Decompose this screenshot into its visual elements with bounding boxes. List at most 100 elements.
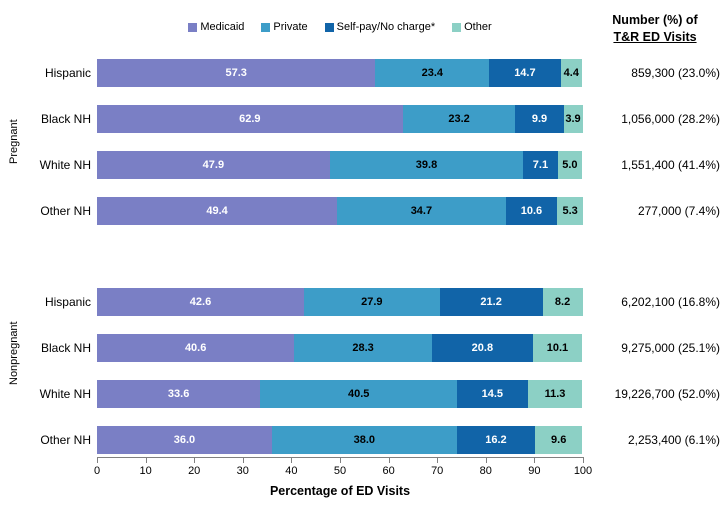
row-annotation: 6,202,100 (16.8%) bbox=[621, 295, 720, 309]
bar-segment: 9.6 bbox=[535, 426, 582, 454]
bar-segment: 47.9 bbox=[97, 151, 330, 179]
right-header: Number (%) of T&R ED Visits bbox=[588, 12, 722, 46]
bar-row: Black NH 40.6 28.3 20.8 10.1 9,275,000 (25.1%… bbox=[0, 334, 725, 362]
x-axis-tick bbox=[388, 458, 390, 463]
bar-segment: 39.8 bbox=[329, 151, 524, 179]
legend-label: Other bbox=[464, 21, 492, 33]
category-label: Black NH bbox=[40, 112, 91, 126]
bar-segment: 23.2 bbox=[402, 105, 516, 133]
x-axis-line bbox=[97, 457, 584, 458]
bar-segment: 5.0 bbox=[557, 151, 582, 179]
row-annotation: 9,275,000 (25.1%) bbox=[621, 341, 720, 355]
bar-segment: 11.3 bbox=[527, 380, 583, 408]
x-axis-tick-label: 20 bbox=[188, 465, 201, 477]
x-axis-tick bbox=[145, 458, 147, 463]
legend-swatch bbox=[188, 22, 198, 32]
bar-row: White NH 33.6 40.5 14.5 11.3 19,226,700 (52.0… bbox=[0, 380, 725, 408]
bar-segment: 3.9 bbox=[563, 105, 583, 133]
bar-segment: 8.2 bbox=[542, 288, 583, 316]
legend-item: Self-pay/No charge* bbox=[324, 21, 436, 33]
category-label: White NH bbox=[39, 158, 91, 172]
bar-segment: 36.0 bbox=[97, 426, 272, 454]
x-axis-tick bbox=[485, 458, 487, 463]
x-axis-tick bbox=[340, 458, 341, 463]
bar-segment: 28.3 bbox=[294, 334, 432, 362]
legend-item: Other bbox=[452, 21, 492, 33]
bar-segment: 5.3 bbox=[557, 197, 583, 225]
row-annotation: 277,000 (7.4%) bbox=[637, 204, 720, 218]
row-annotation: 2,253,400 (6.1%) bbox=[627, 433, 720, 447]
x-axis-tick-label: 50 bbox=[333, 465, 347, 477]
bar-segment: 7.1 bbox=[523, 151, 558, 179]
stacked-bar: 42.6 27.9 21.2 8.2 bbox=[97, 288, 583, 316]
x-axis-tick-label: 30 bbox=[236, 465, 249, 477]
stacked-bar: 47.9 39.8 7.1 5.0 bbox=[97, 151, 583, 179]
bar-segment: 34.7 bbox=[337, 197, 506, 225]
bar-segment: 20.8 bbox=[431, 334, 533, 362]
row-annotation: 1,056,000 (28.2%) bbox=[621, 112, 720, 126]
x-axis-tick-label: 0 bbox=[93, 465, 101, 477]
x-axis-tick-label: 60 bbox=[382, 465, 395, 477]
bar-segment: 21.2 bbox=[439, 288, 543, 316]
bar-segment: 42.6 bbox=[97, 288, 305, 316]
bar-segment: 16.2 bbox=[456, 426, 536, 454]
bar-row: White NH 47.9 39.8 7.1 5.0 1,551,400 (41.4%) bbox=[0, 151, 725, 179]
bar-segment: 14.5 bbox=[457, 380, 528, 408]
row-annotation: 19,226,700 (52.0%) bbox=[614, 387, 720, 401]
right-header-line2: T&R ED Visits bbox=[613, 29, 697, 44]
bar-segment: 14.7 bbox=[489, 59, 561, 87]
x-axis-tick bbox=[97, 458, 98, 463]
x-axis-tick bbox=[534, 458, 536, 463]
legend: Medicaid Private Self-pay/No charge* Other bbox=[97, 20, 583, 34]
x-axis-tick bbox=[583, 458, 584, 463]
bar-segment: 27.9 bbox=[304, 288, 440, 316]
bar-row: Hispanic 42.6 27.9 21.2 8.2 6,202,100 (16.8%) bbox=[0, 288, 725, 316]
row-annotation: 1,551,400 (41.4%) bbox=[621, 158, 720, 172]
bar-segment: 49.4 bbox=[97, 197, 338, 225]
bar-segment: 40.6 bbox=[97, 334, 295, 362]
x-axis-tick-label: 40 bbox=[285, 465, 298, 477]
bar-segment: 62.9 bbox=[97, 105, 403, 133]
stacked-bar: 36.0 38.0 16.2 9.6 bbox=[97, 426, 583, 454]
x-axis-tick-label: 10 bbox=[139, 465, 152, 477]
stacked-bar: 62.9 23.2 9.9 3.9 bbox=[97, 105, 583, 133]
stacked-bar: 57.3 23.4 14.7 4.4 bbox=[97, 59, 583, 87]
category-label: Hispanic bbox=[44, 295, 91, 309]
bar-segment: 38.0 bbox=[271, 426, 457, 454]
bar-segment: 4.4 bbox=[560, 59, 582, 87]
category-label: White NH bbox=[39, 387, 91, 401]
x-axis-tick bbox=[291, 458, 293, 463]
bar-segment: 10.1 bbox=[532, 334, 582, 362]
bar-row: Hispanic 57.3 23.4 14.7 4.4 859,300 (23.0%) bbox=[0, 59, 725, 87]
x-axis-tick-label: 80 bbox=[479, 465, 492, 477]
x-axis-tick-label: 90 bbox=[528, 465, 541, 477]
x-axis-tick bbox=[437, 458, 439, 463]
legend-item: Medicaid bbox=[188, 21, 244, 33]
x-axis-tick-label: 70 bbox=[431, 465, 444, 477]
legend-swatch bbox=[324, 22, 334, 32]
bar-row: Black NH 62.9 23.2 9.9 3.9 1,056,000 (28.2%) bbox=[0, 105, 725, 133]
bar-segment: 10.6 bbox=[505, 197, 558, 225]
category-label: Other NH bbox=[40, 204, 91, 218]
category-label: Black NH bbox=[40, 341, 91, 355]
legend-label: Medicaid bbox=[200, 21, 245, 33]
bar-row: Other NH 36.0 38.0 16.2 9.6 2,253,400 (6.1%) bbox=[0, 426, 725, 454]
right-header-line1: Number (%) of bbox=[612, 13, 698, 27]
row-annotation: 859,300 (23.0%) bbox=[631, 66, 720, 80]
legend-item: Private bbox=[261, 21, 308, 33]
bar-segment: 33.6 bbox=[97, 380, 261, 408]
legend-label: Private bbox=[273, 21, 308, 33]
bar-segment: 23.4 bbox=[375, 59, 490, 87]
category-label: Hispanic bbox=[44, 66, 91, 80]
stacked-bar: 40.6 28.3 20.8 10.1 bbox=[97, 334, 583, 362]
legend-swatch bbox=[261, 22, 271, 32]
x-axis-tick bbox=[194, 458, 196, 463]
stacked-bar: 49.4 34.7 10.6 5.3 bbox=[97, 197, 583, 225]
x-axis-label: Percentage of ED Visits bbox=[269, 484, 411, 498]
legend-swatch bbox=[452, 22, 462, 32]
bar-row: Other NH 49.4 34.7 10.6 5.3 277,000 (7.4%) bbox=[0, 197, 725, 225]
category-label: Other NH bbox=[40, 433, 91, 447]
bar-segment: 57.3 bbox=[97, 59, 376, 87]
x-axis-tick-label: 100 bbox=[573, 465, 593, 477]
legend-label: Self-pay/No charge* bbox=[336, 21, 436, 33]
